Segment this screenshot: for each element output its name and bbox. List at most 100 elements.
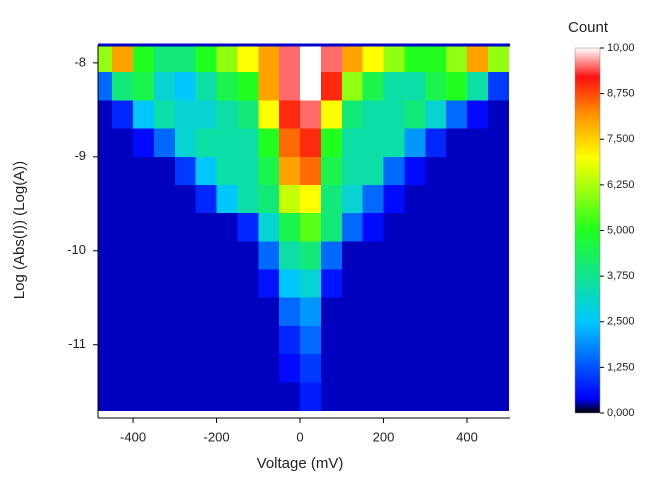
heat-cell <box>362 156 385 186</box>
heat-cell <box>153 184 176 214</box>
x-tick-label: 400 <box>456 429 478 444</box>
heat-cell <box>487 45 510 73</box>
heat-cell <box>279 156 301 186</box>
heat-cell <box>467 128 489 158</box>
heat-cell <box>174 325 197 355</box>
heat-cell <box>133 297 155 327</box>
heat-cell <box>425 382 447 411</box>
heat-cell <box>487 156 510 186</box>
heat-cell <box>487 297 510 327</box>
heat-cell <box>237 72 259 101</box>
heat-cell <box>98 45 113 73</box>
heat-cell <box>112 72 134 101</box>
heat-cell <box>383 325 405 355</box>
heat-cell <box>404 100 426 130</box>
colorbar-tick-label: 10,00 <box>607 42 635 54</box>
heat-cell <box>383 297 405 327</box>
heat-cell <box>467 72 489 101</box>
heat-cell <box>258 269 280 299</box>
heat-cell <box>174 156 197 186</box>
heat-cell <box>467 100 489 130</box>
heat-cell <box>383 72 405 101</box>
heat-cell <box>216 354 238 383</box>
heat-cell <box>341 213 364 242</box>
heat-cell <box>320 325 343 355</box>
x-tick-label: 0 <box>296 429 303 444</box>
heat-cell <box>425 269 447 299</box>
heat-cell <box>446 269 468 299</box>
heat-cell <box>341 325 364 355</box>
heat-cell <box>487 241 510 271</box>
heat-cell <box>174 213 197 242</box>
heat-cell <box>112 184 134 214</box>
heat-cell <box>174 241 197 271</box>
heat-cell <box>174 45 197 73</box>
heat-cell <box>98 297 113 327</box>
heat-cell <box>320 382 343 411</box>
heat-cell <box>112 354 134 383</box>
heat-cell <box>195 354 218 383</box>
heat-cell <box>425 100 447 130</box>
heat-cell <box>195 100 218 130</box>
heat-cell <box>383 156 405 186</box>
heat-cell <box>446 128 468 158</box>
heat-cell <box>216 100 238 130</box>
heat-cell <box>467 325 489 355</box>
heatmap <box>98 45 510 411</box>
heat-cell <box>320 100 343 130</box>
heat-cell <box>487 184 510 214</box>
heat-cell <box>320 184 343 214</box>
colorbar-tick-label: 0,000 <box>607 407 635 419</box>
heat-cell <box>383 100 405 130</box>
heat-cell <box>195 184 218 214</box>
x-tick-label: -400 <box>120 429 146 444</box>
heat-cell <box>300 241 322 271</box>
heat-cell <box>446 72 468 101</box>
heat-cell <box>174 184 197 214</box>
heat-cell <box>446 156 468 186</box>
x-tick-label: -200 <box>204 429 230 444</box>
heat-cell <box>383 128 405 158</box>
heat-cell <box>446 297 468 327</box>
heat-cell <box>195 325 218 355</box>
heat-cell <box>467 269 489 299</box>
heat-cell <box>487 100 510 130</box>
heat-cell <box>174 269 197 299</box>
heat-cell <box>174 128 197 158</box>
heat-cell <box>195 156 218 186</box>
heat-cell <box>467 354 489 383</box>
heat-cell <box>112 128 134 158</box>
heat-cell <box>133 156 155 186</box>
colorbar-tick-label: 1,250 <box>607 361 635 373</box>
heat-cell <box>153 297 176 327</box>
heat-cell <box>112 45 134 73</box>
heat-cell <box>258 382 280 411</box>
heat-cell <box>258 213 280 242</box>
colorbar-tick-label: 6,250 <box>607 179 635 191</box>
heat-cell <box>237 382 259 411</box>
heat-cell <box>112 213 134 242</box>
heat-cell <box>279 241 301 271</box>
heat-cell <box>153 382 176 411</box>
heat-cell <box>195 128 218 158</box>
heat-cell <box>216 269 238 299</box>
heat-cell <box>133 241 155 271</box>
heat-cell <box>425 156 447 186</box>
heat-cell <box>279 325 301 355</box>
heat-cell <box>341 354 364 383</box>
colorbar-tick-label: 3,750 <box>607 270 635 282</box>
heat-cell <box>279 184 301 214</box>
heat-cell <box>300 354 322 383</box>
heat-cell <box>279 269 301 299</box>
heat-cell <box>98 354 113 383</box>
heat-cell <box>237 128 259 158</box>
heat-cell <box>341 269 364 299</box>
heat-cell <box>362 45 385 73</box>
colorbar <box>574 47 601 414</box>
heat-cell <box>446 382 468 411</box>
heat-cell <box>195 269 218 299</box>
heat-cell <box>320 297 343 327</box>
heat-cell <box>383 184 405 214</box>
heat-cell <box>237 213 259 242</box>
